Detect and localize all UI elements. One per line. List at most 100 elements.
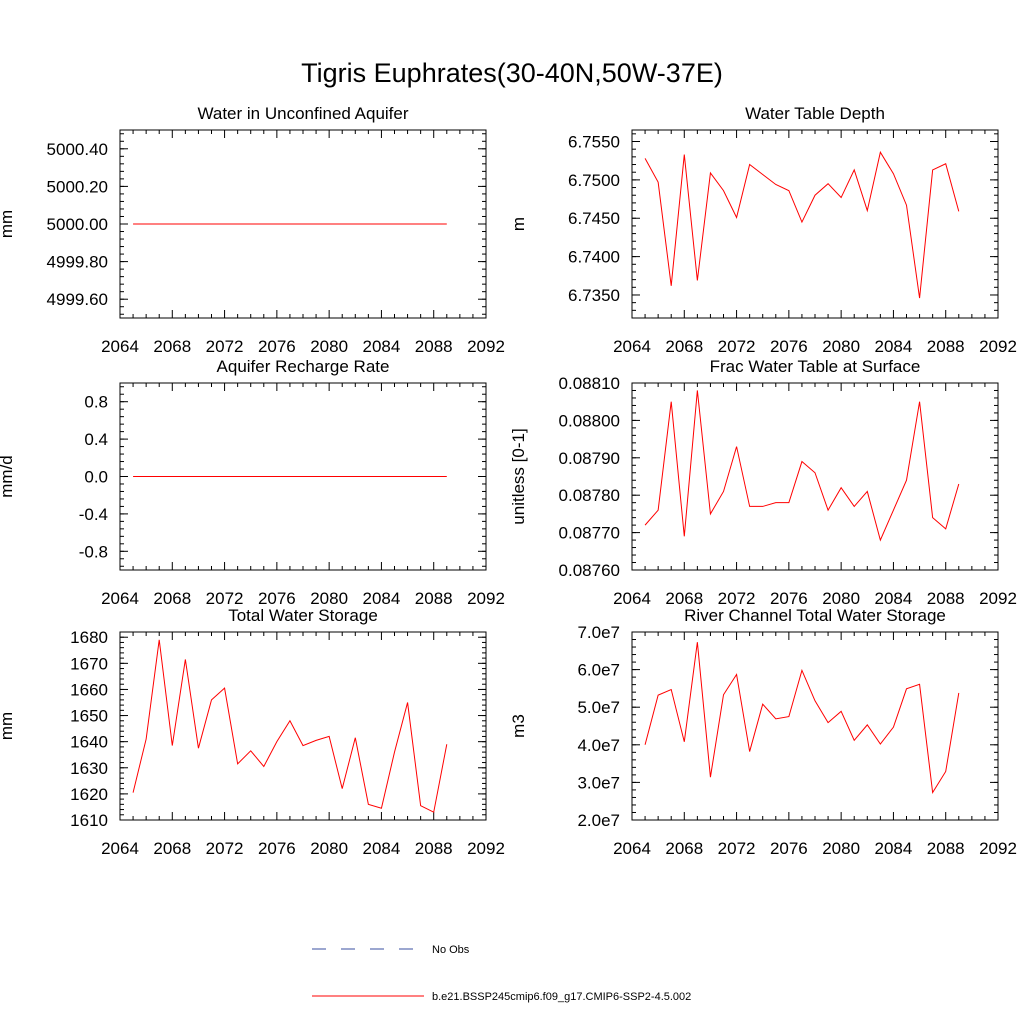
y-tick-label: 6.7550	[568, 133, 620, 152]
legend-label-no-obs: No Obs	[432, 944, 470, 956]
x-tick-label: 2088	[415, 839, 453, 858]
plot-frame	[631, 382, 999, 571]
y-axis-label: mm	[0, 712, 16, 740]
chart-panel: River Channel Total Water Storage 2064 206…	[509, 606, 1017, 858]
x-tick-label: 2068	[665, 839, 703, 858]
x-tick-label: 2084	[363, 839, 401, 858]
y-tick-label: 1630	[70, 759, 108, 778]
x-tick-label: 2072	[206, 589, 244, 608]
x-tick-label: 2080	[822, 589, 860, 608]
panel-title: Water in Unconfined Aquifer	[197, 104, 408, 123]
x-tick-label: 2084	[875, 589, 913, 608]
x-tick-label: 2084	[363, 337, 401, 356]
y-tick-label: 0.08790	[559, 449, 620, 468]
x-tick-label: 2068	[665, 337, 703, 356]
panel-title: Water Table Depth	[745, 104, 885, 123]
y-tick-label: 5000.20	[47, 177, 108, 196]
x-tick-label: 2076	[770, 337, 808, 356]
chart-panel: Frac Water Table at Surface 2064 2068 2072 2…	[509, 357, 1017, 608]
x-tick-label: 2084	[875, 839, 913, 858]
x-tick-label: 2076	[770, 839, 808, 858]
x-tick-label: 2064	[613, 337, 651, 356]
y-tick-label: 0.08800	[559, 411, 620, 430]
x-tick-label: 2088	[415, 337, 453, 356]
plot-frame	[631, 129, 999, 319]
x-tick-label: 2092	[979, 839, 1017, 858]
legend: No Obs b.e21.BSSP245cmip6.f09_g17.CMIP6-…	[312, 944, 691, 1003]
y-tick-label: -0.4	[79, 505, 108, 524]
y-tick-label: 5000.40	[47, 140, 108, 159]
x-tick-label: 2088	[415, 589, 453, 608]
series-line	[132, 639, 448, 813]
y-tick-label: 5000.00	[47, 215, 108, 234]
y-axis-label: mm/d	[0, 455, 16, 498]
panel-title: Aquifer Recharge Rate	[217, 357, 390, 376]
y-axis-label: m3	[509, 714, 528, 738]
series-line	[644, 390, 960, 542]
x-tick-label: 2064	[101, 839, 139, 858]
x-tick-label: 2072	[718, 589, 756, 608]
x-tick-label: 2076	[258, 337, 296, 356]
x-tick-label: 2072	[206, 839, 244, 858]
y-tick-label: 0.8	[84, 393, 108, 412]
x-tick-label: 2072	[718, 337, 756, 356]
chart-panel: Aquifer Recharge Rate 2064 2068 2072 2076 208…	[0, 357, 505, 608]
y-tick-label: 6.0e7	[577, 661, 620, 680]
x-tick-label: 2064	[613, 589, 651, 608]
y-tick-label: 6.7500	[568, 171, 620, 190]
y-tick-label: 5.0e7	[577, 698, 620, 717]
x-tick-label: 2068	[665, 589, 703, 608]
y-tick-label: 6.7350	[568, 286, 620, 305]
panel-title: Frac Water Table at Surface	[710, 357, 921, 376]
plot-frame	[631, 631, 999, 821]
x-tick-label: 2068	[153, 589, 191, 608]
x-tick-label: 2076	[258, 589, 296, 608]
x-tick-label: 2064	[101, 337, 139, 356]
y-tick-label: 1620	[70, 785, 108, 804]
x-tick-label: 2084	[875, 337, 913, 356]
x-tick-label: 2088	[927, 839, 965, 858]
series-line	[644, 642, 960, 795]
y-tick-label: 4999.60	[47, 290, 108, 309]
y-tick-label: 1610	[70, 811, 108, 830]
x-tick-label: 2092	[467, 589, 505, 608]
y-axis-label: unitless [0-1]	[509, 428, 528, 524]
x-tick-label: 2068	[153, 337, 191, 356]
x-tick-label: 2084	[363, 589, 401, 608]
x-tick-label: 2064	[101, 589, 139, 608]
panels: Water in Unconfined Aquifer 2064 2068 2072 2…	[0, 104, 1017, 858]
x-tick-label: 2080	[310, 337, 348, 356]
x-tick-label: 2076	[770, 589, 808, 608]
y-tick-label: 4999.80	[47, 253, 108, 272]
y-tick-label: 0.0	[84, 468, 108, 487]
chart-panel: Water in Unconfined Aquifer 2064 2068 2072 2…	[0, 104, 505, 356]
y-tick-label: 0.08780	[559, 486, 620, 505]
x-tick-label: 2064	[613, 839, 651, 858]
y-tick-label: 4.0e7	[577, 736, 620, 755]
series-line	[644, 150, 960, 299]
x-tick-label: 2072	[206, 337, 244, 356]
x-tick-label: 2080	[310, 589, 348, 608]
y-tick-label: 6.7450	[568, 209, 620, 228]
figure-title: Tigris Euphrates(30-40N,50W-37E)	[301, 58, 723, 88]
y-tick-label: 7.0e7	[577, 623, 620, 642]
x-tick-label: 2088	[927, 337, 965, 356]
y-tick-label: 0.08770	[559, 524, 620, 543]
y-tick-label: -0.8	[79, 542, 108, 561]
y-tick-label: 3.0e7	[577, 773, 620, 792]
y-tick-label: 1670	[70, 654, 108, 673]
x-tick-label: 2076	[258, 839, 296, 858]
y-tick-label: 2.0e7	[577, 811, 620, 830]
chart-panel: Water Table Depth 2064 2068 2072 2076 2080 208…	[509, 104, 1017, 356]
chart-panel: Total Water Storage 2064 2068 2072 2076 2080 2…	[0, 606, 505, 858]
x-tick-label: 2088	[927, 589, 965, 608]
y-axis-label: mm	[0, 210, 16, 238]
y-axis-label: m	[509, 217, 528, 231]
x-tick-label: 2092	[467, 839, 505, 858]
legend-label-model-run: b.e21.BSSP245cmip6.f09_g17.CMIP6-SSP2-4.…	[432, 991, 691, 1003]
y-tick-label: 0.08810	[559, 374, 620, 393]
y-tick-label: 1650	[70, 707, 108, 726]
x-tick-label: 2080	[822, 337, 860, 356]
y-tick-label: 0.4	[84, 430, 108, 449]
